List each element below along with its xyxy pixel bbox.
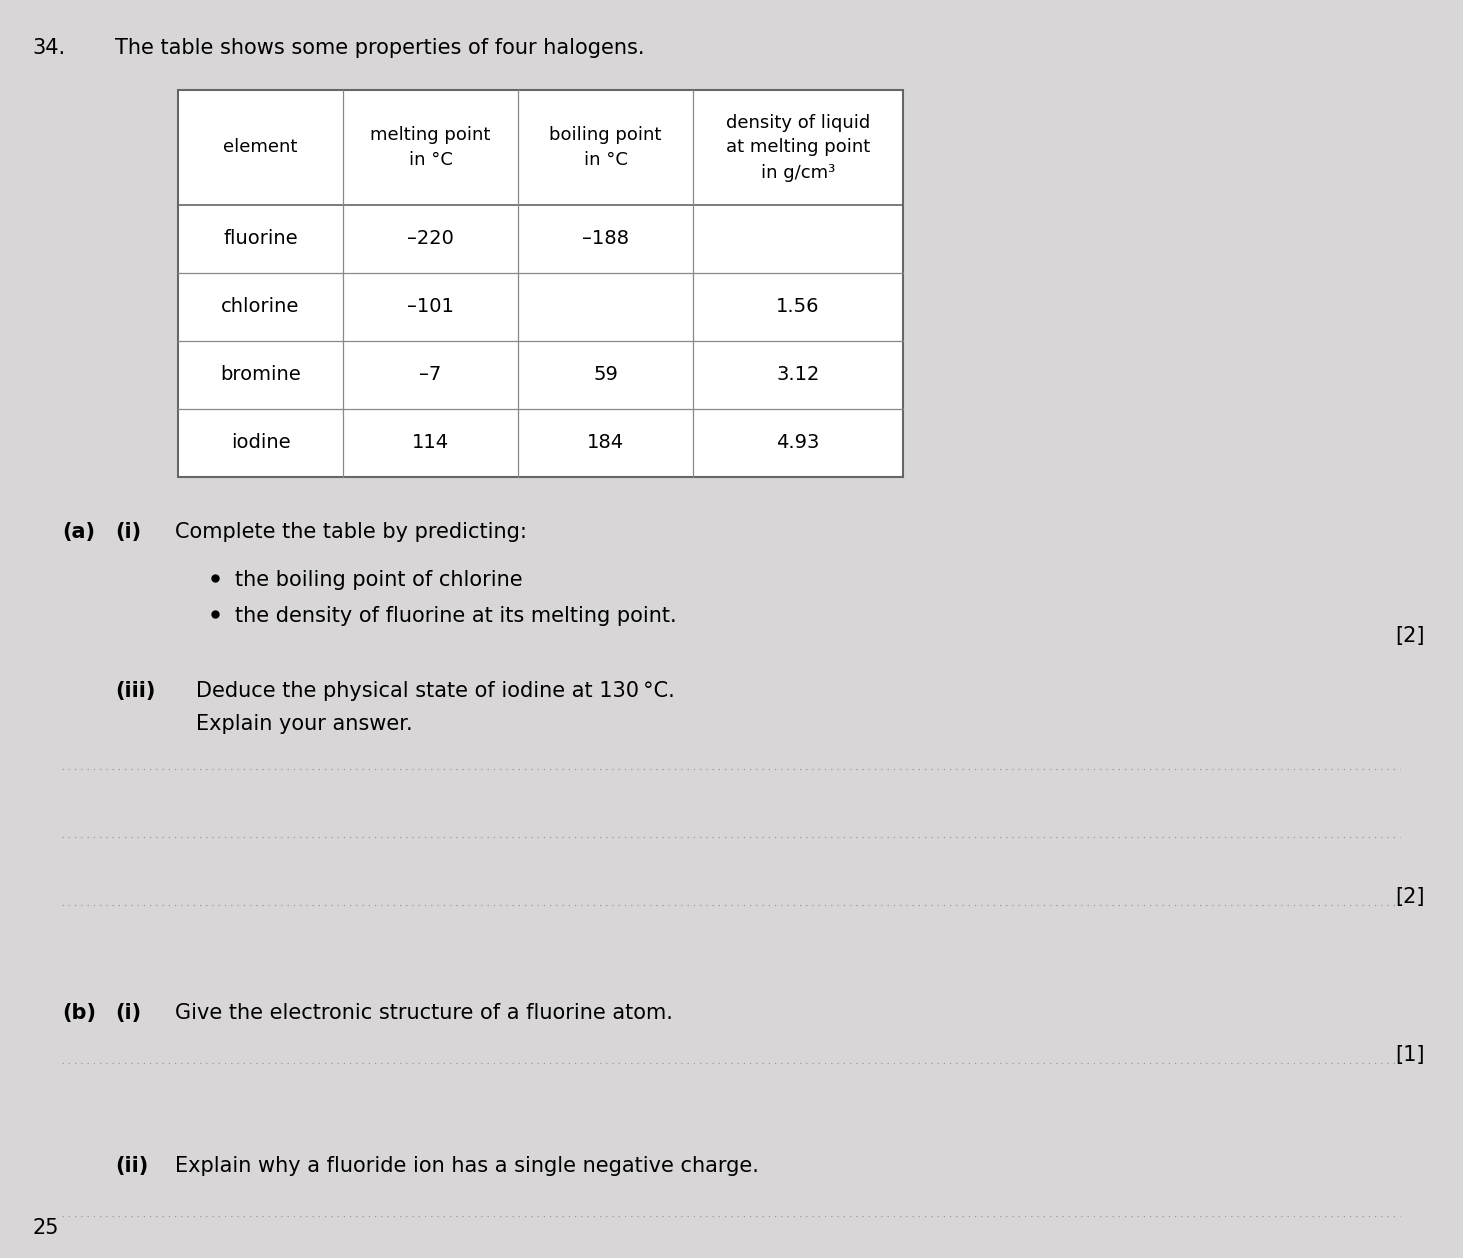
- Text: –188: –188: [582, 229, 629, 249]
- Text: (b): (b): [61, 1003, 97, 1023]
- Text: The table shows some properties of four halogens.: The table shows some properties of four …: [116, 38, 645, 58]
- Text: chlorine: chlorine: [221, 297, 300, 317]
- Text: melting point
in °C: melting point in °C: [370, 126, 490, 169]
- Text: density of liquid
at melting point
in g/cm³: density of liquid at melting point in g/…: [726, 113, 870, 181]
- Bar: [178, 91, 903, 477]
- Text: [1]: [1]: [1396, 1045, 1425, 1066]
- Text: 3.12: 3.12: [777, 366, 819, 385]
- Text: Deduce the physical state of iodine at 130 °C.: Deduce the physical state of iodine at 1…: [196, 681, 674, 701]
- Text: the boiling point of chlorine: the boiling point of chlorine: [236, 570, 522, 590]
- Text: boiling point
in °C: boiling point in °C: [549, 126, 661, 169]
- Text: –101: –101: [407, 297, 454, 317]
- Text: the density of fluorine at its melting point.: the density of fluorine at its melting p…: [236, 606, 676, 626]
- Text: 25: 25: [32, 1218, 59, 1238]
- Text: 1.56: 1.56: [777, 297, 819, 317]
- Text: Give the electronic structure of a fluorine atom.: Give the electronic structure of a fluor…: [176, 1003, 673, 1023]
- Text: element: element: [224, 138, 297, 156]
- Text: fluorine: fluorine: [224, 229, 298, 249]
- Text: –7: –7: [420, 366, 442, 385]
- Text: iodine: iodine: [231, 434, 290, 453]
- Text: 4.93: 4.93: [777, 434, 819, 453]
- Text: (ii): (ii): [116, 1156, 148, 1176]
- Text: (a): (a): [61, 522, 95, 542]
- Text: (i): (i): [116, 1003, 140, 1023]
- Text: [2]: [2]: [1396, 887, 1425, 907]
- Text: 114: 114: [413, 434, 449, 453]
- Text: Explain why a fluoride ion has a single negative charge.: Explain why a fluoride ion has a single …: [176, 1156, 759, 1176]
- Text: 59: 59: [593, 366, 617, 385]
- Text: 34.: 34.: [32, 38, 66, 58]
- Text: (i): (i): [116, 522, 140, 542]
- Text: –220: –220: [407, 229, 454, 249]
- Text: 184: 184: [587, 434, 625, 453]
- Text: Explain your answer.: Explain your answer.: [196, 715, 413, 733]
- Text: bromine: bromine: [219, 366, 301, 385]
- Text: Complete the table by predicting:: Complete the table by predicting:: [176, 522, 527, 542]
- Text: [2]: [2]: [1396, 626, 1425, 647]
- Bar: [178, 91, 903, 477]
- Text: (iii): (iii): [116, 681, 155, 701]
